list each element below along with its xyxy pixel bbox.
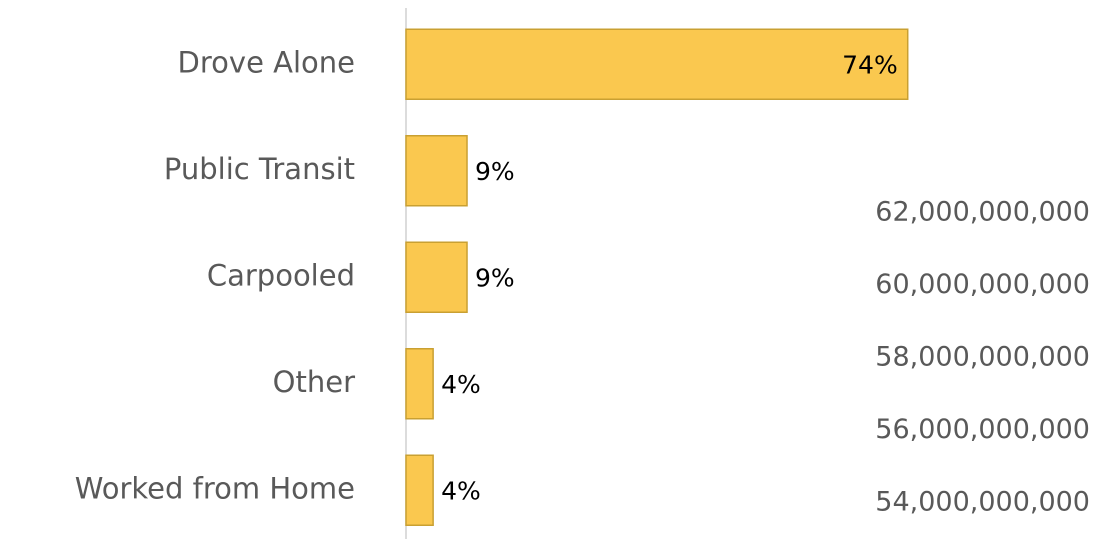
- category-label: Worked from Home: [75, 471, 355, 505]
- value-label: 9%: [475, 263, 515, 292]
- y-tick-label: 60,000,000,000: [875, 269, 1090, 300]
- y-tick-label: 56,000,000,000: [875, 414, 1090, 445]
- category-label: Other: [273, 365, 355, 399]
- bar: [405, 28, 909, 100]
- value-label: 9%: [475, 157, 515, 186]
- y-tick-label: 58,000,000,000: [875, 342, 1090, 373]
- category-label: Public Transit: [164, 152, 355, 186]
- y-tick-label: 54,000,000,000: [875, 487, 1090, 518]
- bar: [405, 348, 434, 420]
- bar: [405, 241, 468, 313]
- bar: [405, 454, 434, 526]
- value-label: 74%: [842, 50, 898, 79]
- value-label: 4%: [441, 476, 481, 505]
- y-tick-label: 62,000,000,000: [875, 197, 1090, 228]
- value-label: 4%: [441, 370, 481, 399]
- bar: [405, 135, 468, 207]
- category-label: Drove Alone: [178, 45, 355, 79]
- category-label: Carpooled: [207, 258, 355, 292]
